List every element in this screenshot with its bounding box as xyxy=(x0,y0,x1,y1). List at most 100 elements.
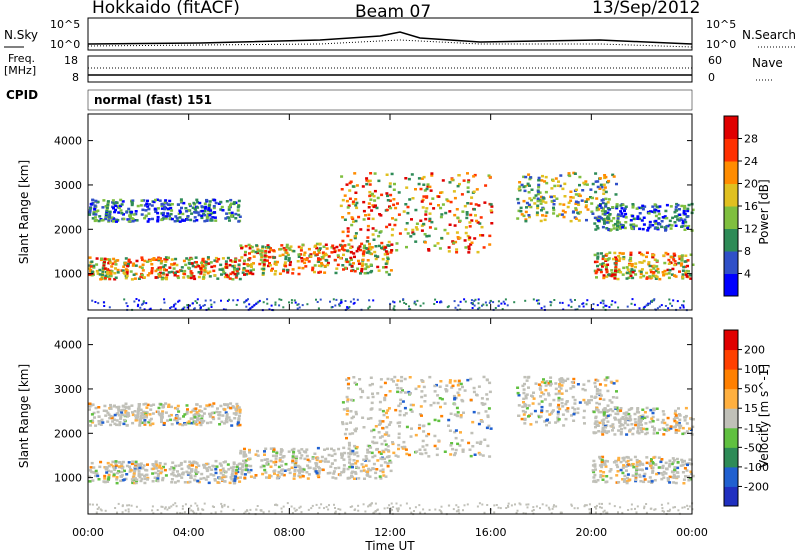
echo-cell xyxy=(194,300,197,303)
echo-cell xyxy=(352,376,356,379)
echo-cell xyxy=(614,269,617,272)
echo-cell xyxy=(684,414,688,418)
echo-cell xyxy=(570,305,573,308)
echo-cell xyxy=(527,404,531,407)
echo-cell xyxy=(485,426,489,430)
echo-cell xyxy=(305,258,308,261)
echo-cell xyxy=(318,247,322,250)
echo-cell xyxy=(536,199,540,203)
echo-cell xyxy=(455,406,459,410)
echo-cell xyxy=(263,468,267,472)
echo-cell xyxy=(641,208,645,211)
freq-panel-frame xyxy=(87,55,693,83)
echo-cell xyxy=(300,448,304,451)
echo-cell xyxy=(461,385,464,389)
echo-cell xyxy=(596,304,599,307)
echo-cell xyxy=(386,462,390,465)
echo-cell xyxy=(232,266,236,270)
echo-cell xyxy=(595,401,599,405)
echo-cell xyxy=(210,303,213,306)
echo-cell xyxy=(599,301,602,304)
echo-cell xyxy=(215,410,219,414)
echo-cell xyxy=(601,423,605,426)
echo-cell xyxy=(106,272,109,275)
echo-cell xyxy=(366,228,370,232)
echo-cell xyxy=(209,212,213,216)
echo-cell xyxy=(532,509,535,511)
echo-cell xyxy=(386,445,390,448)
echo-cell xyxy=(457,506,460,509)
echo-cell xyxy=(625,266,629,269)
echo-cell xyxy=(282,473,286,477)
echo-cell xyxy=(160,470,164,473)
colorbar-segment xyxy=(724,183,738,207)
echo-cell xyxy=(244,466,248,469)
echo-cell xyxy=(92,411,96,415)
echo-cell xyxy=(261,245,265,248)
echo-cell xyxy=(376,392,380,395)
echo-cell xyxy=(188,204,192,208)
echo-cell xyxy=(349,246,353,249)
echo-cell xyxy=(651,253,655,257)
echo-cell xyxy=(195,219,199,222)
echo-cell xyxy=(609,408,613,411)
echo-cell xyxy=(627,463,631,466)
echo-cell xyxy=(600,186,604,189)
echo-cell xyxy=(180,467,184,471)
echo-cell xyxy=(131,421,135,425)
echo-cell xyxy=(681,471,685,474)
echo-cell xyxy=(204,478,208,481)
echo-cell xyxy=(206,421,209,425)
echo-cell xyxy=(366,240,370,243)
echo-cell xyxy=(272,470,276,473)
echo-cell xyxy=(457,379,461,383)
echo-cell xyxy=(343,244,347,247)
echo-cell xyxy=(552,206,555,210)
echo-cell xyxy=(611,429,614,432)
echo-cell xyxy=(316,301,319,303)
echo-cell xyxy=(619,210,623,213)
echo-cell xyxy=(626,423,630,427)
echo-cell xyxy=(674,506,676,509)
echo-cell xyxy=(691,474,695,478)
echo-cell xyxy=(420,452,424,456)
echo-cell xyxy=(346,206,350,209)
echo-cell xyxy=(375,441,379,445)
echo-cell xyxy=(615,463,619,467)
echo-cell xyxy=(380,241,384,245)
echo-cell xyxy=(632,223,636,226)
echo-cell xyxy=(352,262,355,265)
echo-cell xyxy=(244,454,248,458)
echo-cell xyxy=(127,207,131,211)
echo-cell xyxy=(519,206,523,210)
echo-cell xyxy=(198,201,202,205)
echo-cell xyxy=(530,188,534,191)
echo-cell xyxy=(345,249,349,252)
echo-cell xyxy=(684,406,688,410)
echo-cell xyxy=(228,277,232,280)
echo-cell xyxy=(649,464,653,468)
echo-cell xyxy=(610,303,613,306)
echo-cell xyxy=(678,213,682,216)
echo-cell xyxy=(592,459,596,463)
echo-cell xyxy=(163,264,167,267)
echo-cell xyxy=(226,406,230,409)
echo-cell xyxy=(146,478,149,481)
echo-cell xyxy=(666,427,670,430)
echo-cell xyxy=(186,481,190,484)
echo-cell xyxy=(315,503,318,506)
echo-cell xyxy=(539,202,543,205)
echo-cell xyxy=(584,205,588,209)
echo-cell xyxy=(268,474,272,477)
echo-cell xyxy=(596,257,600,260)
echo-cell xyxy=(106,271,110,274)
echo-cell xyxy=(358,387,362,391)
echo-cell xyxy=(387,434,391,437)
echo-cell xyxy=(612,426,615,429)
echo-cell xyxy=(686,209,690,213)
echo-cell xyxy=(493,511,496,514)
echo-cell xyxy=(490,205,494,208)
echo-cell xyxy=(623,226,627,230)
echo-cell xyxy=(225,403,229,406)
echo-cell xyxy=(485,397,489,401)
